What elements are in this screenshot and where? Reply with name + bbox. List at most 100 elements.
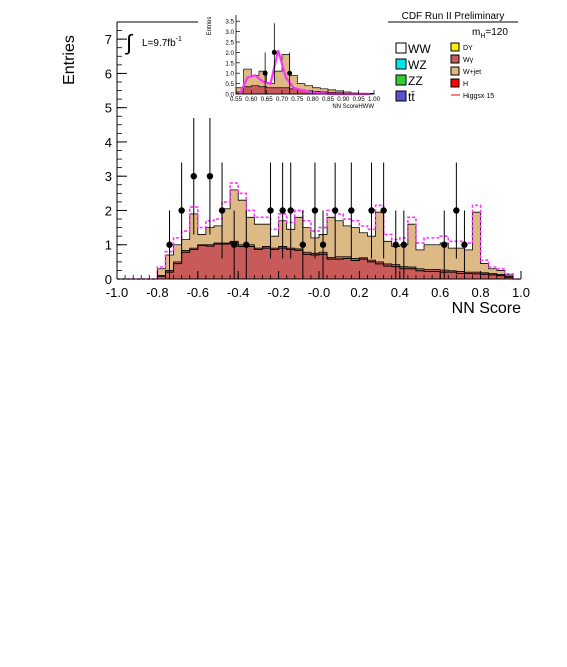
data-point: [331, 207, 339, 214]
x-tick-label: -0.8: [146, 285, 168, 300]
inset-data-point: [287, 70, 293, 76]
inset-x-tick-label: 0.90: [337, 96, 350, 103]
x-tick-label: -1.0: [106, 285, 128, 300]
legend-label: WZ: [408, 58, 427, 72]
inset-x-tick-label: 0.80: [307, 96, 320, 103]
data-point: [453, 207, 460, 214]
main-axes: -1.0 -0.8 -0.6 -0.4 -0.2 -0.0 0.2 0.4 0.6 0.8 1.00…: [105, 21, 530, 300]
legend: WW WZ ZZ tt̄ DY Wγ W+jet H Higgsx 15: [392, 38, 502, 104]
data-point: [279, 207, 286, 214]
legend-swatch: [395, 90, 407, 102]
inset-x-tick-label: 0.85: [322, 96, 335, 103]
legend-box: [392, 38, 502, 104]
mass-symbol: m: [472, 27, 480, 38]
y-tick-label: 3: [105, 169, 112, 184]
x-tick-label: -0.2: [267, 285, 289, 300]
inset-y-tick-label: 3.0: [225, 29, 234, 36]
inset-x-tick-label: 1.00: [368, 96, 381, 103]
x-axis-title: NN Score: [452, 300, 521, 317]
data-point: [190, 173, 197, 180]
integral-symbol: ∫: [124, 30, 134, 55]
mass-value: =120: [485, 27, 508, 38]
data-point: [267, 207, 274, 214]
inset-data-point: [271, 49, 277, 55]
y-tick-label: 7: [105, 32, 112, 47]
inset-chart: 0.55 0.60 0.65 0.70 0.75 0.80 0.85 0.90 0.95 1.00…: [205, 9, 385, 114]
y-tick-label: 5: [105, 101, 112, 116]
data-point: [400, 241, 408, 248]
legend-label: W+jet: [463, 69, 481, 76]
x-tick-label: -0.4: [227, 285, 249, 300]
title-box: [388, 9, 518, 23]
inset-y-tick-label: 0.5: [225, 81, 234, 88]
ww-stack-line: [117, 242, 521, 280]
inset-x-tick-label: 0.55: [230, 96, 243, 103]
data-point: [441, 241, 448, 248]
inset-data-point: [262, 70, 268, 76]
legend-label: Wγ: [463, 57, 474, 64]
mass-subscript: H: [480, 33, 485, 40]
legend-swatch: [450, 54, 460, 64]
data-point: [206, 173, 214, 180]
legend-label: tt̄: [408, 90, 415, 104]
data-point: [392, 241, 399, 248]
y-tick-label: 1: [105, 238, 112, 253]
inset-y-tick-label: 1.0: [225, 71, 234, 78]
data-point: [243, 241, 250, 248]
legend-label: ZZ: [408, 74, 423, 88]
inset-x-tick-label: 0.95: [353, 96, 366, 103]
legend-swatch: [450, 78, 460, 88]
data-point: [380, 207, 387, 214]
y-tick-label: 6: [105, 66, 112, 81]
y-axis-title: Entries: [61, 35, 78, 85]
data-point: [311, 207, 319, 214]
inset-x-axis-title: NN ScoreHWW: [332, 104, 374, 110]
y-tick-label: 4: [105, 135, 112, 150]
legend-label: H: [463, 81, 468, 88]
legend-label: Higgsx 15: [463, 93, 494, 100]
data-point: [348, 207, 355, 214]
observed-data-points: [166, 117, 468, 279]
inset-background: [205, 9, 385, 114]
legend-swatch: [395, 74, 407, 86]
data-point: [461, 241, 468, 248]
data-point: [287, 207, 294, 214]
x-tick-label: 1.0: [512, 285, 530, 300]
x-tick-label: 0.2: [350, 285, 368, 300]
inset-x-tick-label: 0.60: [245, 96, 258, 103]
legend-swatch: [450, 66, 460, 76]
data-point: [368, 207, 375, 214]
inset-y-tick-label: 0.0: [225, 92, 234, 99]
inset-y-tick-label: 1.5: [225, 60, 234, 67]
legend-label: WW: [408, 42, 431, 56]
y-tick-label: 0: [105, 272, 112, 287]
legend-swatch: [395, 58, 407, 70]
legend-swatch: [395, 42, 407, 54]
x-tick-label: 0.4: [391, 285, 409, 300]
data-point: [299, 241, 307, 248]
legend-label: DY: [463, 45, 473, 52]
x-tick-label: 0.6: [431, 285, 449, 300]
inset-y-tick-label: 3.5: [225, 19, 234, 26]
x-tick-label: -0.0: [308, 285, 330, 300]
data-point: [230, 241, 238, 248]
chart-title: CDF Run II Preliminary: [402, 11, 505, 22]
x-tick-label: -0.6: [187, 285, 209, 300]
luminosity-value: L=9.7fb: [142, 38, 176, 49]
inset-x-tick-label: 0.65: [261, 96, 274, 103]
data-point: [166, 241, 173, 248]
data-point: [319, 241, 327, 248]
inset-y-axis-title: Entries: [207, 17, 213, 36]
y-tick-label: 2: [105, 203, 112, 218]
inset-x-tick-label: 0.70: [276, 96, 289, 103]
luminosity-exponent: -1: [176, 36, 182, 43]
inset-y-tick-label: 2.5: [225, 40, 234, 47]
inset-y-tick-label: 2.0: [225, 50, 234, 57]
x-tick-label: 0.8: [472, 285, 490, 300]
data-point: [218, 207, 226, 214]
luminosity-label: L=9.7fb-1: [142, 36, 182, 49]
data-point: [178, 207, 185, 214]
mass-label: mH=120: [472, 27, 508, 40]
background-stack: [117, 189, 521, 280]
